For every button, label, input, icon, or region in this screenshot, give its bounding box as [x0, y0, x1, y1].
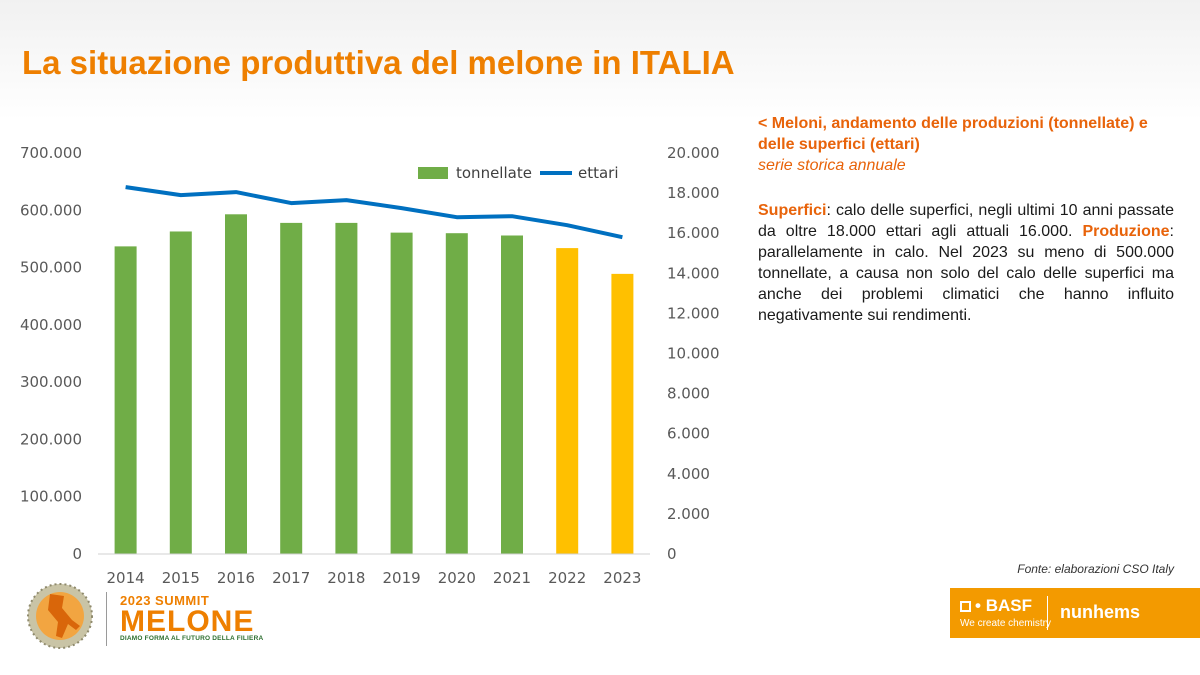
x-tick-label: 2020 — [438, 569, 476, 587]
commentary-text: Superfici: calo delle superfici, negli u… — [758, 200, 1174, 326]
y-right-tick-label: 14.000 — [667, 264, 720, 282]
x-tick-label: 2019 — [383, 569, 421, 587]
bar-tonnellate-2019 — [390, 232, 413, 554]
legend-swatch-tonnellate — [418, 167, 448, 179]
brand-divider — [1047, 596, 1048, 630]
melon-italy-icon — [27, 583, 93, 649]
y-left-tick-label: 600.000 — [20, 201, 82, 219]
bar-tonnellate-2017 — [280, 222, 303, 554]
bar-tonnellate-2015 — [169, 231, 192, 554]
basf-square-icon — [960, 601, 971, 612]
sponsor-logos: • BASF We create chemistry nunhems — [950, 588, 1200, 638]
x-tick-label: 2014 — [107, 569, 145, 587]
superfici-label: Superfici — [758, 202, 827, 219]
summit-logo: 2023 SUMMIT MELONE DIAMO FORMA AL FUTURO… — [120, 593, 270, 642]
bar-tonnellate-2020 — [445, 233, 468, 554]
bar-tonnellate-2023 — [611, 273, 634, 554]
y-left-tick-label: 100.000 — [20, 488, 82, 506]
y-right-tick-label: 20.000 — [667, 144, 720, 162]
legend-label-ettari: ettari — [578, 164, 619, 182]
summit-melone-wordmark: MELONE — [120, 605, 255, 638]
x-tick-label: 2015 — [162, 569, 200, 587]
x-tick-label: 2023 — [603, 569, 641, 587]
superfici-text: : calo delle superfici, negli ultimi 10 … — [758, 202, 1174, 240]
y-right-tick-label: 6.000 — [667, 425, 710, 443]
summit-tagline: DIAMO FORMA AL FUTURO DELLA FILIERA — [120, 635, 264, 642]
x-tick-label: 2022 — [548, 569, 586, 587]
x-tick-label: 2021 — [493, 569, 531, 587]
bar-tonnellate-2018 — [335, 222, 358, 554]
y-right-tick-label: 18.000 — [667, 184, 720, 202]
x-tick-label: 2017 — [272, 569, 310, 587]
y-left-tick-label: 300.000 — [20, 373, 82, 391]
legend-label-tonnellate: tonnellate — [456, 164, 532, 182]
basf-tagline: We create chemistry — [960, 618, 1051, 629]
bar-tonnellate-2014 — [114, 246, 137, 554]
nunhems-logo: nunhems — [1060, 602, 1141, 622]
y-left-tick-label: 400.000 — [20, 316, 82, 334]
y-right-tick-label: 10.000 — [667, 345, 720, 363]
y-left-tick-label: 700.000 — [20, 144, 82, 162]
chart-caption-subtitle: serie storica annuale — [758, 157, 906, 174]
info-panel: < Meloni, andamento delle produzioni (to… — [758, 113, 1174, 326]
y-left-tick-label: 200.000 — [20, 430, 82, 448]
slide-title: La situazione produttiva del melone in I… — [22, 44, 735, 81]
produzione-label: Produzione — [1082, 223, 1170, 240]
y-left-tick-label: 500.000 — [20, 259, 82, 277]
ettari-series-line — [125, 185, 623, 240]
x-tick-label: 2016 — [217, 569, 255, 587]
x-tick-label: 2018 — [327, 569, 365, 587]
chart-caption-title: < Meloni, andamento delle produzioni (to… — [758, 115, 1148, 153]
production-chart: 0 100.000 200.000 300.000 400.000 500.000 600.… — [20, 144, 720, 587]
bar-tonnellate-2016 — [225, 214, 247, 554]
legend: tonnellate ettari — [418, 164, 619, 182]
y-right-tick-label: 2.000 — [667, 505, 710, 523]
basf-logo: • BASF — [960, 596, 1032, 616]
y-left-tick-label: 0 — [72, 545, 82, 563]
produzione-text: : parallelamente in calo. Nel 2023 su me… — [758, 223, 1174, 324]
source-note: Fonte: elaborazioni CSO Italy — [1017, 562, 1174, 576]
y-right-tick-label: 8.000 — [667, 385, 710, 403]
y-right-tick-label: 4.000 — [667, 465, 710, 483]
bar-tonnellate-2021 — [501, 235, 523, 554]
summit-year-label: 2023 SUMMIT — [120, 593, 210, 608]
y-right-tick-label: 12.000 — [667, 304, 720, 322]
y-right-tick-label: 16.000 — [667, 224, 720, 242]
y-right-tick-label: 0 — [667, 545, 677, 563]
bar-tonnellate-2022 — [556, 248, 579, 554]
logo-divider — [106, 592, 107, 646]
